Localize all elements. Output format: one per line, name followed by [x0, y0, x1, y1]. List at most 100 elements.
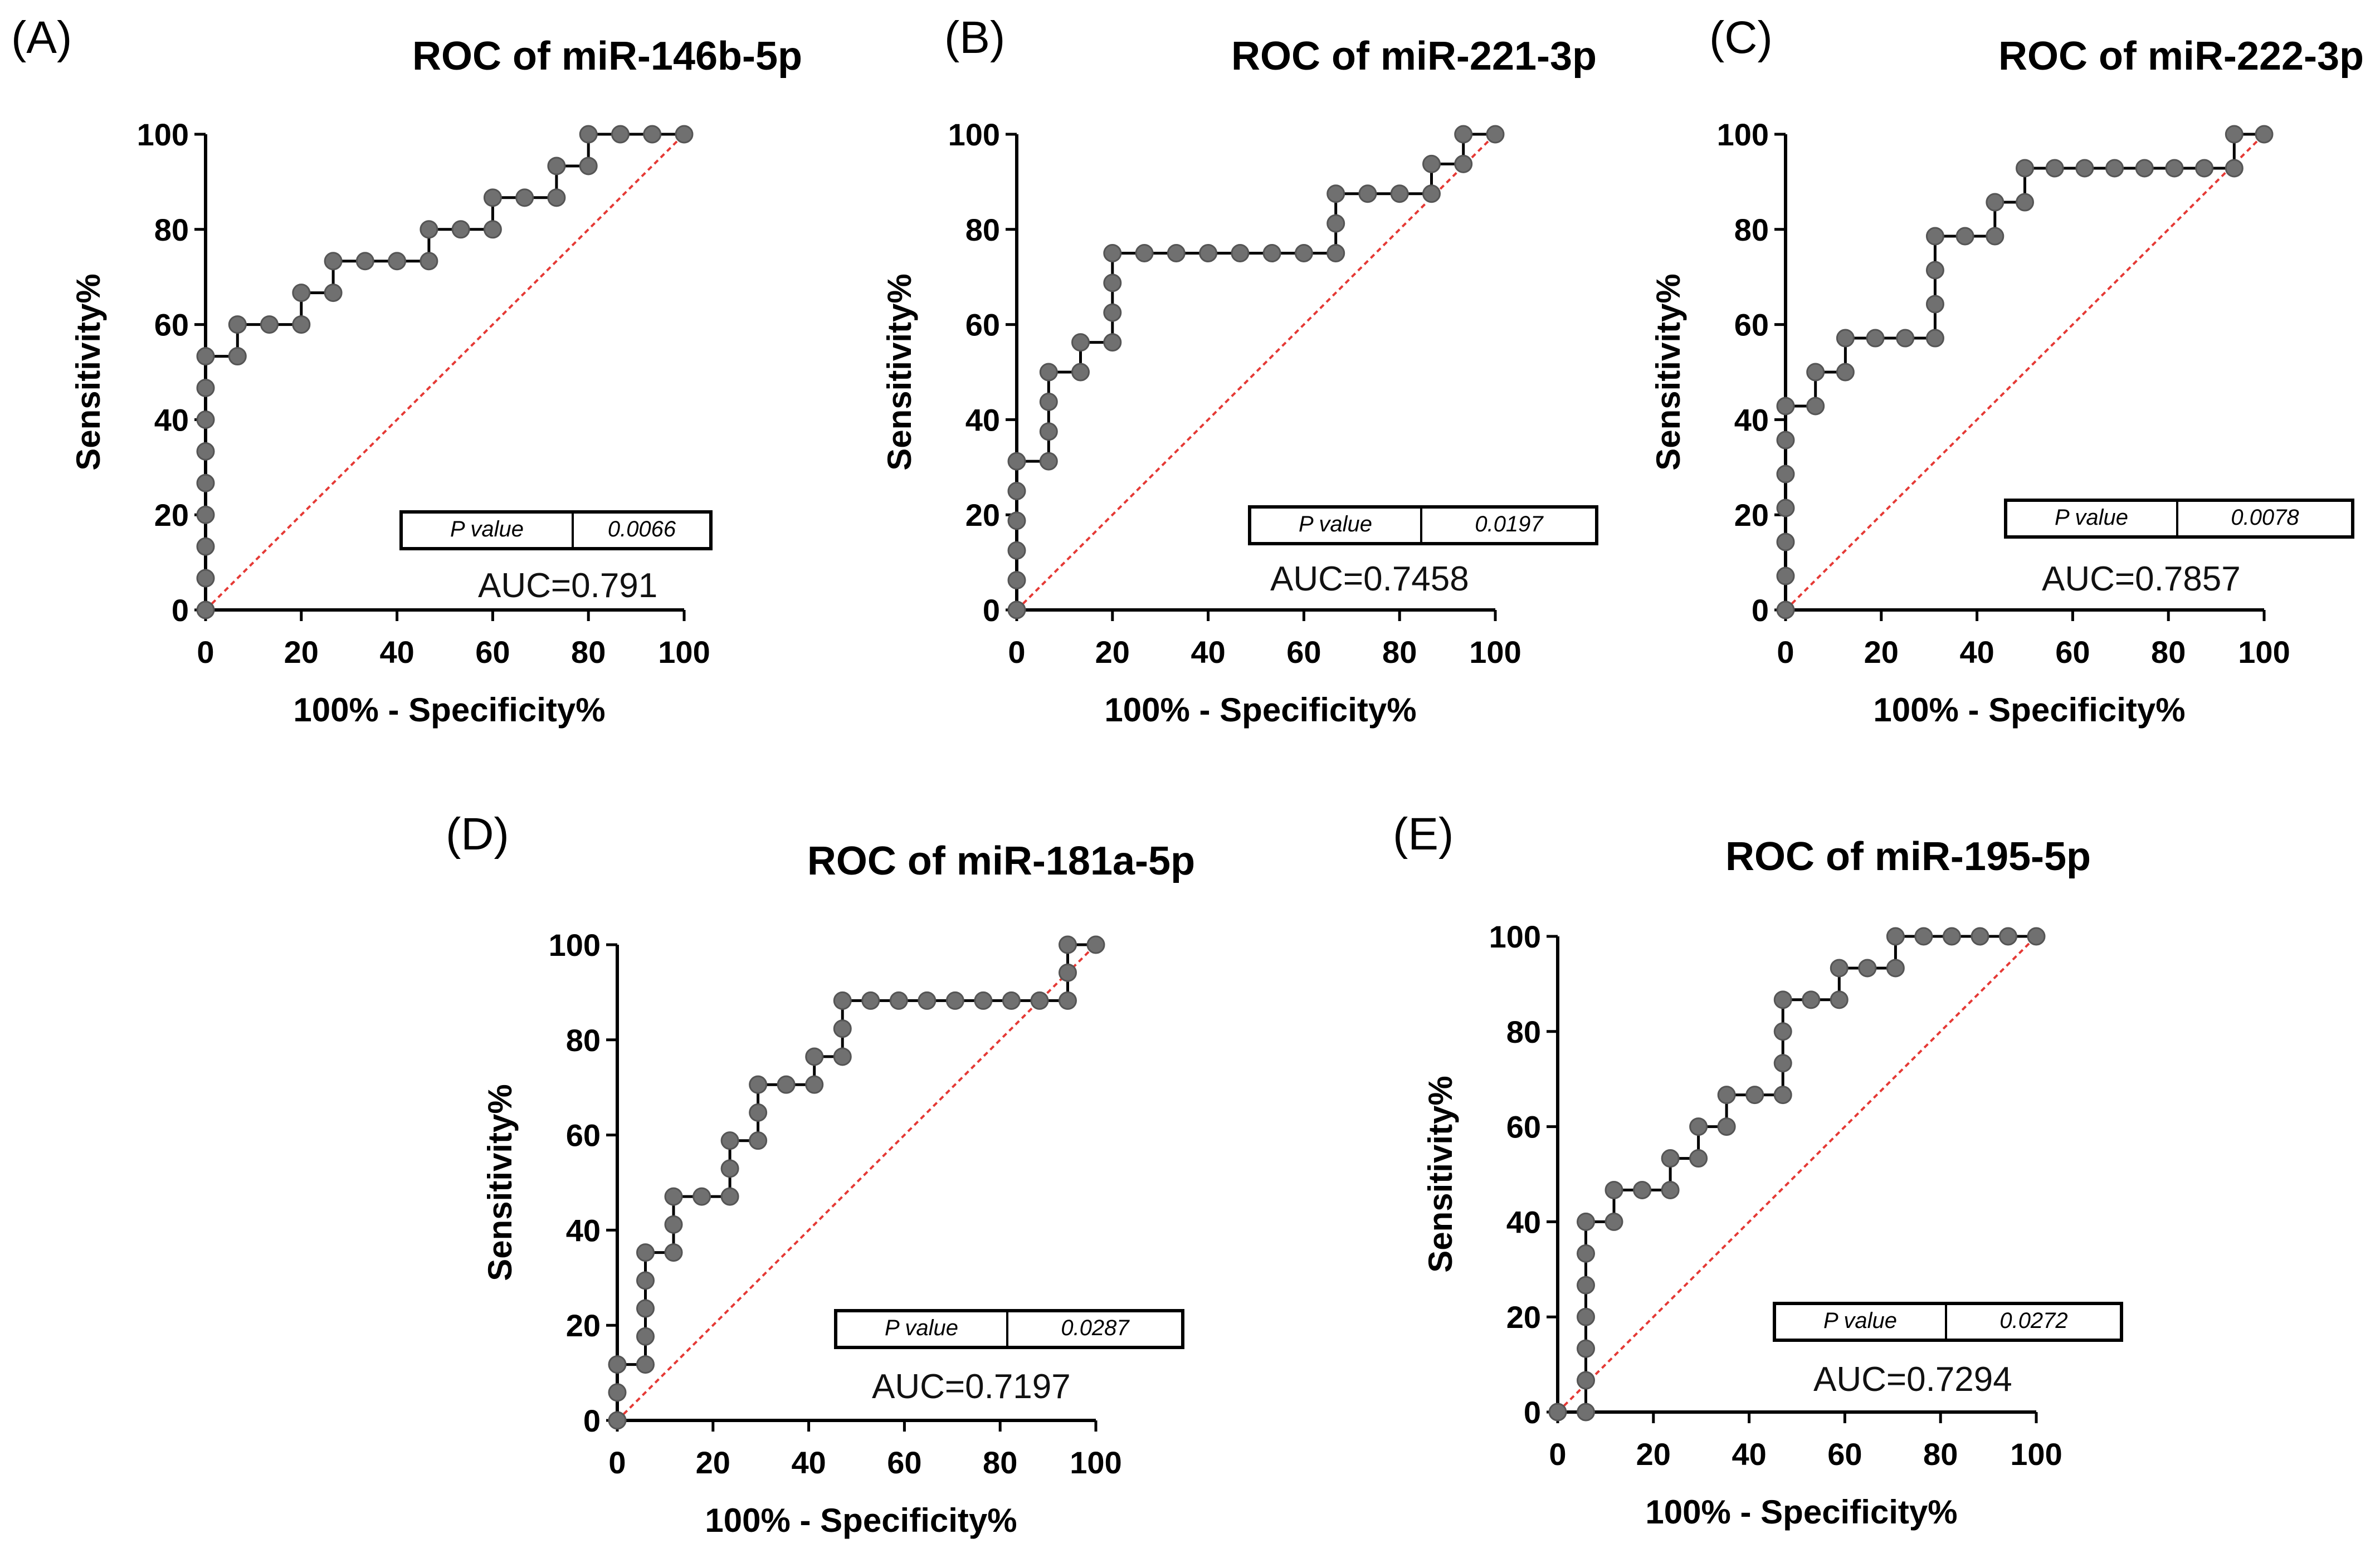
roc-point: [1896, 329, 1915, 348]
roc-point: [1776, 499, 1795, 517]
reference-line: [616, 944, 1097, 1422]
roc-panel-d: (D) ROC of miR-181a-5p 0 20 40 60 80 100 0 20 40 60…: [446, 809, 1195, 1539]
x-tick-label: 20: [1095, 634, 1130, 670]
x-tick-label: 80: [2151, 634, 2186, 670]
y-tick-label: 0: [983, 593, 1000, 628]
x-axis-title: 100% - Specificity%: [1645, 1493, 1957, 1531]
roc-point: [1422, 184, 1441, 203]
roc-point: [1358, 184, 1377, 203]
y-axis-title: Sensitivity%: [881, 273, 918, 470]
x-tick-label: 80: [1382, 634, 1417, 670]
roc-point: [196, 378, 215, 397]
pvalue-value: 0.0066: [608, 517, 676, 541]
x-tick-label: 60: [475, 634, 510, 670]
roc-point: [1058, 963, 1077, 982]
roc-point: [1071, 333, 1090, 352]
pvalue-box: [834, 1309, 1184, 1349]
x-tick-label: 80: [571, 634, 606, 670]
y-tick-label: 100: [948, 117, 1000, 152]
reference-line: [1016, 133, 1496, 611]
reference-line: [1784, 133, 2265, 611]
roc-point: [1294, 244, 1313, 262]
roc-point: [833, 991, 852, 1010]
roc-point: [2225, 159, 2244, 178]
roc-point: [2016, 193, 2034, 212]
roc-point: [579, 125, 598, 144]
x-tick-label: 0: [1008, 634, 1025, 670]
roc-point: [1039, 392, 1058, 411]
roc-point: [1745, 1086, 1764, 1105]
roc-point: [1986, 193, 2005, 212]
roc-point: [2225, 125, 2244, 144]
roc-point: [196, 569, 215, 588]
roc-point: [388, 252, 407, 271]
panel-letter: (D): [446, 809, 509, 859]
roc-point: [196, 442, 215, 461]
roc-panel-c: (C) ROC of miR-222-3p 0 20 40 60 80 100 0 20 40 60 8…: [1650, 12, 2364, 729]
roc-point: [636, 1271, 655, 1290]
x-tick-label: 0: [608, 1445, 626, 1480]
x-tick-label: 100: [1469, 634, 1521, 670]
roc-point: [324, 284, 343, 302]
roc-point: [1058, 991, 1077, 1010]
x-axis-title: 100% - Specificity%: [1104, 691, 1416, 729]
roc-point: [1199, 244, 1218, 262]
y-axis-title: Sensitivity%: [1422, 1076, 1459, 1272]
roc-point: [1776, 431, 1795, 450]
x-tick-label: 60: [1827, 1437, 1862, 1472]
roc-point: [1577, 1244, 1596, 1263]
auc-label: AUC=0.7197: [872, 1367, 1071, 1406]
roc-point: [1058, 935, 1077, 954]
reference-line: [1557, 935, 2037, 1413]
roc-point: [1422, 154, 1441, 173]
x-tick-label: 20: [696, 1445, 730, 1480]
roc-point: [260, 315, 279, 334]
roc-point: [1486, 125, 1505, 144]
pvalue-label: P value: [1299, 512, 1372, 536]
pvalue-box: [2004, 499, 2354, 539]
roc-point: [664, 1243, 683, 1262]
y-tick-label: 20: [1506, 1300, 1541, 1335]
roc-point: [1030, 991, 1049, 1010]
x-tick-label: 0: [1777, 634, 1794, 670]
roc-point: [196, 473, 215, 492]
x-axis-title: 100% - Specificity%: [705, 1502, 1017, 1539]
auc-label: AUC=0.791: [478, 566, 657, 605]
roc-point: [1806, 397, 1825, 416]
y-tick-label: 40: [965, 402, 1000, 437]
roc-point: [918, 991, 937, 1010]
y-tick-label: 100: [137, 117, 189, 152]
roc-point: [643, 125, 662, 144]
roc-point: [1955, 227, 1974, 246]
roc-point: [2016, 159, 2034, 178]
y-tick-label: 40: [1734, 402, 1769, 437]
roc-point: [749, 1075, 768, 1094]
roc-point: [1925, 329, 1944, 348]
x-tick-label: 60: [887, 1445, 921, 1480]
pvalue-label: P value: [885, 1316, 958, 1340]
x-tick-label: 40: [1959, 634, 1994, 670]
roc-point: [196, 505, 215, 524]
y-tick-label: 60: [965, 307, 1000, 343]
roc-point: [1103, 303, 1122, 322]
chart-title: ROC of miR-195-5p: [1725, 834, 2091, 879]
x-tick-label: 20: [1864, 634, 1899, 670]
roc-point: [1661, 1180, 1680, 1199]
roc-point: [196, 537, 215, 556]
roc-point: [420, 220, 438, 239]
pvalue-value: 0.0078: [2231, 505, 2299, 530]
roc-point: [636, 1299, 655, 1318]
roc-point: [2135, 159, 2154, 178]
chart-title: ROC of miR-181a-5p: [807, 839, 1195, 883]
roc-point: [1806, 363, 1825, 382]
roc-point: [1925, 295, 1944, 314]
y-tick-label: 100: [1717, 117, 1769, 152]
roc-point: [1390, 184, 1409, 203]
roc-point: [1830, 990, 1849, 1009]
roc-point: [889, 991, 908, 1010]
y-tick-label: 40: [1506, 1204, 1541, 1239]
roc-point: [833, 1019, 852, 1038]
roc-point: [515, 188, 534, 207]
y-axis-title: Sensitivity%: [481, 1084, 519, 1281]
